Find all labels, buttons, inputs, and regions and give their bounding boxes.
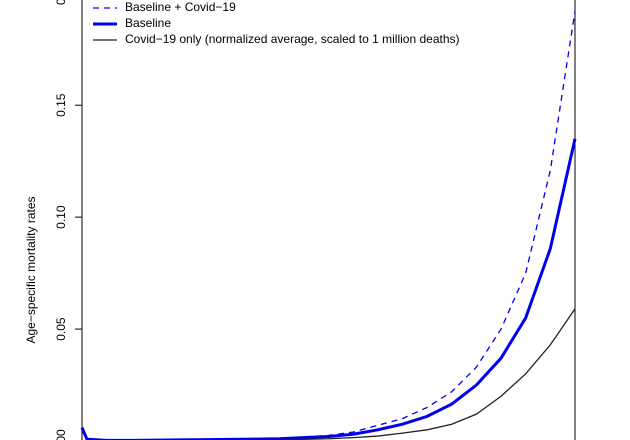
series-line	[82, 308, 576, 440]
series-line	[80, 138, 577, 440]
series-line	[81, 11, 576, 440]
y-tick-label: 0.05	[54, 317, 68, 341]
legend-label: Baseline	[125, 16, 171, 30]
legend-label: Baseline + Covid−19	[125, 0, 236, 14]
y-tick-label: 0.15	[54, 93, 68, 117]
y-axis-label: Age−specific mortality rates	[24, 196, 38, 343]
y-tick-label: 0.10	[54, 205, 68, 229]
legend-label: Covid−19 only (normalized average, scale…	[125, 32, 460, 46]
y-tick-label: 0.00	[54, 429, 68, 440]
y-tick-label: 0.20	[54, 0, 68, 5]
